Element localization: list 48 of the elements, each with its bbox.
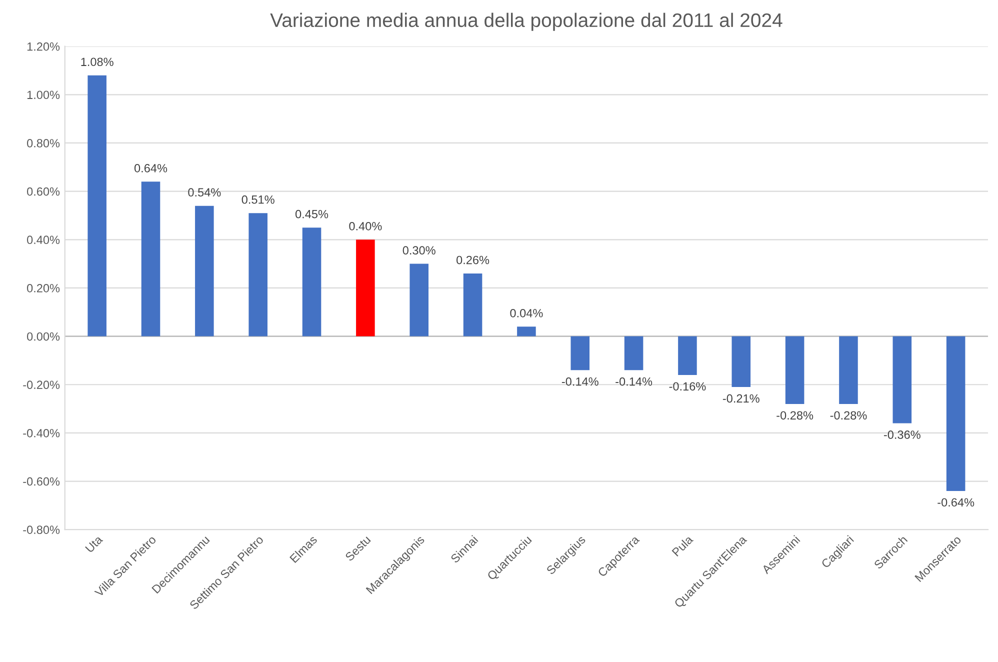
bar (892, 336, 912, 424)
bar (88, 75, 106, 336)
data-label: 1.08% (81, 58, 114, 66)
y-tick-label: 0.00% (27, 332, 60, 341)
bar (732, 336, 751, 388)
y-tick-label: 1.00% (27, 90, 60, 100)
bar (141, 182, 160, 336)
data-label: 0.04% (510, 308, 543, 318)
x-tick-label: Pula (671, 534, 694, 557)
data-label: -0.21% (722, 394, 760, 403)
bar (570, 336, 590, 370)
bar (356, 240, 375, 336)
bar (463, 273, 482, 336)
bar (410, 264, 428, 336)
data-label: -0.14% (562, 377, 598, 386)
y-tick-label: 0.60% (27, 187, 60, 196)
y-tick-label: -0.80% (23, 526, 60, 534)
bar (302, 228, 322, 336)
data-label: 0.26% (456, 256, 490, 264)
data-label: 0.64% (134, 164, 168, 172)
x-tick-label: Uta (85, 534, 104, 553)
bar (839, 336, 858, 404)
y-tick-label: 0.80% (27, 139, 60, 148)
data-label: -0.64% (938, 498, 974, 507)
data-label: -0.16% (669, 382, 706, 391)
data-label: 0.51% (242, 195, 274, 204)
data-label: 0.30% (402, 246, 436, 255)
y-tick-label: 0.20% (27, 284, 60, 292)
bar (248, 213, 268, 336)
data-label: -0.28% (830, 411, 867, 420)
data-label: -0.28% (776, 411, 814, 420)
y-tick-label: -0.40% (23, 428, 60, 438)
bar (624, 336, 644, 370)
bar (195, 206, 214, 336)
data-label: -0.14% (616, 377, 652, 386)
data-label: 0.54% (188, 188, 221, 197)
bar (517, 326, 536, 336)
bar (946, 336, 966, 491)
chart-title: Variazione media annua della popolazione dal 2011 al 2024 (270, 12, 782, 31)
y-tick-label: -0.60% (23, 477, 60, 486)
data-label: 0.45% (295, 210, 328, 218)
y-tick-label: -0.20% (23, 380, 60, 390)
bar (678, 336, 697, 375)
y-tick-label: 0.40% (27, 236, 60, 244)
bar (785, 336, 804, 404)
data-label: -0.36% (884, 430, 920, 439)
y-tick-label: 1.20% (27, 42, 60, 51)
data-label: 0.40% (349, 222, 382, 230)
